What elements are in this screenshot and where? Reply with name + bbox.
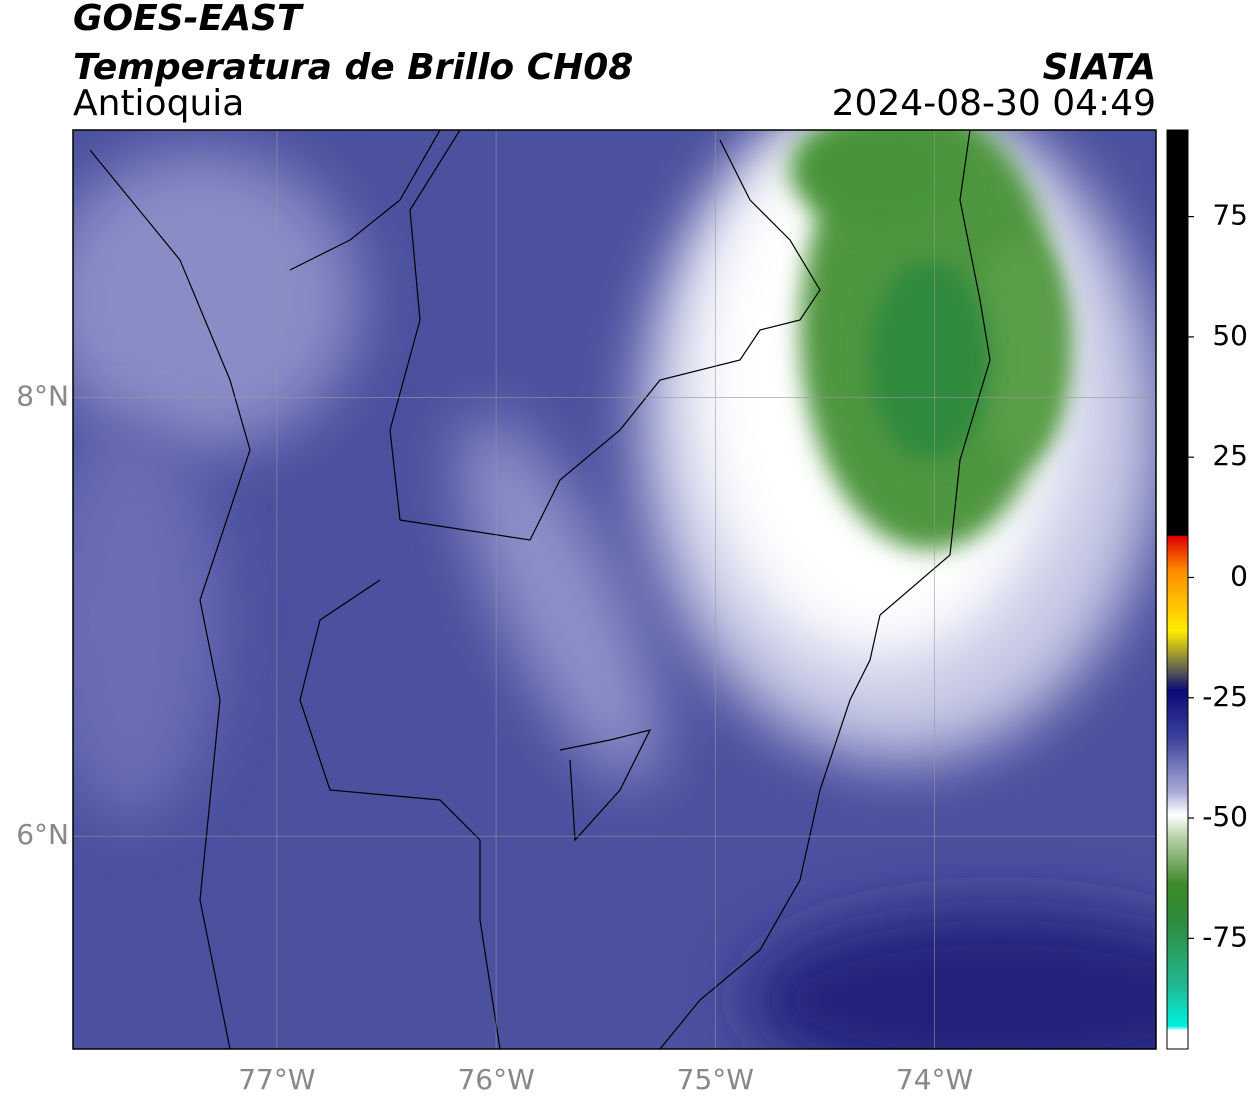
colorbar-tick-label: 25 [1212,439,1248,472]
agency: SIATA [1043,47,1156,88]
colorbar-tick-label: 0 [1230,559,1248,592]
colorbar-tick-label: -50 [1202,800,1248,833]
x-tick-label: 76°W [457,1063,534,1096]
map-frame [72,129,1157,1050]
title: Temperatura de Brillo CH08 [73,47,633,88]
colorbar-tick-label: -75 [1202,920,1248,953]
y-tick-label: 6°N [16,818,69,851]
colorbar-tick-label: 75 [1212,199,1248,232]
region: Antioquia [73,83,244,124]
x-tick-label: 77°W [238,1063,315,1096]
x-tick-label: 75°W [677,1063,754,1096]
colorbar-tick-label: 50 [1212,319,1248,352]
x-tick-label: 74°W [896,1063,973,1096]
timestamp: 2024-08-30 04:49 [832,83,1156,124]
y-tick-label: 8°N [16,380,69,413]
header-line1: GOES-EAST [73,0,304,39]
colorbar [1166,129,1189,1050]
colorbar-tick-label: -25 [1202,680,1248,713]
map-image [73,130,1156,1049]
